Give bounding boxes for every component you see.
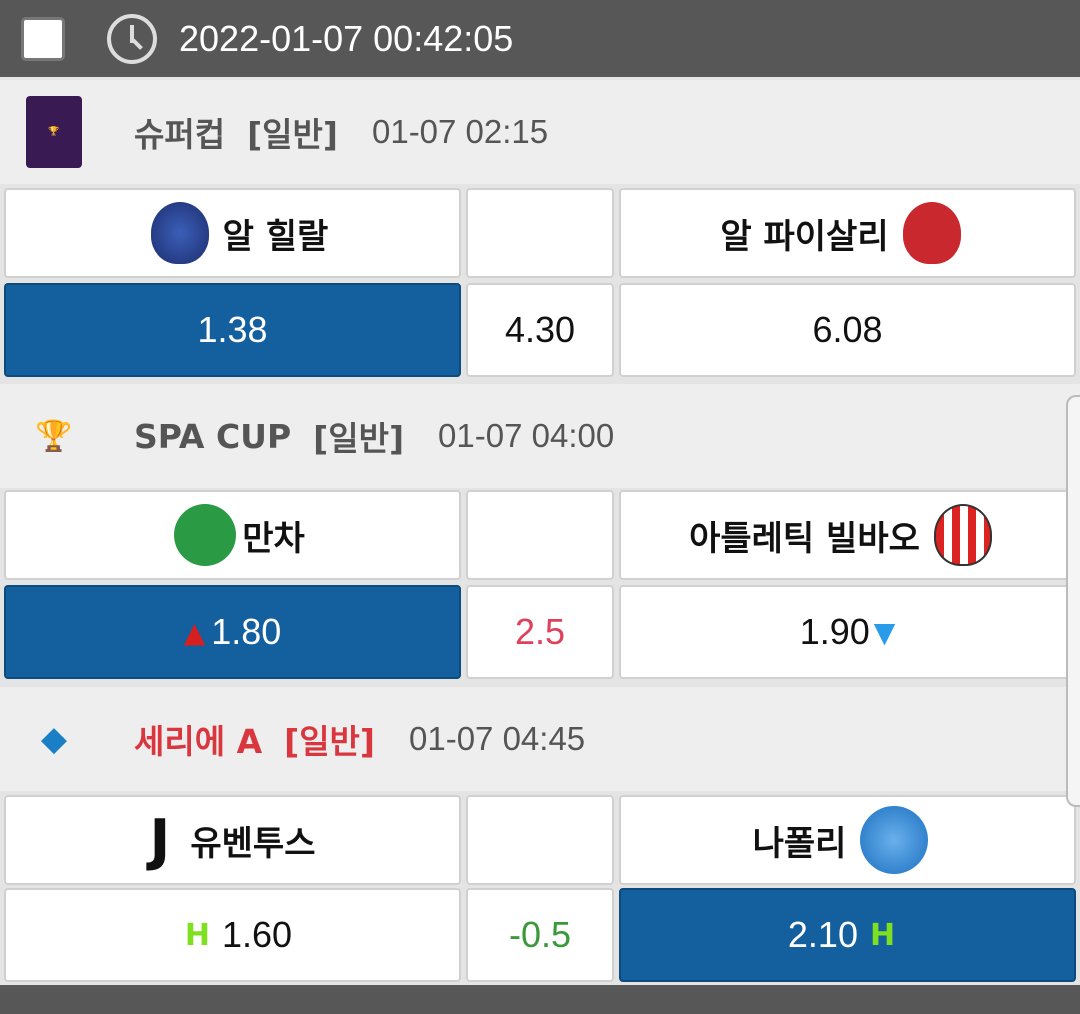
top-bar: 2022-01-07 00:42:05: [0, 0, 1080, 77]
h-marker-icon: H: [869, 917, 896, 953]
al-faisaly-badge: [902, 202, 961, 264]
away-odds-button[interactable]: 1.90 ▼: [619, 585, 1076, 679]
handicap-value[interactable]: 2.5: [466, 585, 614, 679]
napoli-badge: [860, 806, 929, 874]
saudi-supercup-logo: 🏆: [26, 96, 82, 168]
league-header: 🏆 SPA CUP [일반] 01-07 04:00: [0, 384, 1080, 488]
match-time: 01-07 04:00: [438, 417, 615, 454]
away-odds-button[interactable]: 2.10 H: [619, 888, 1076, 982]
handicap-value[interactable]: -0.5: [466, 888, 614, 982]
away-team: 알 파이살리: [619, 188, 1076, 278]
match-time: 01-07 02:15: [371, 113, 549, 150]
arrow-up-icon: ▲: [183, 615, 206, 649]
home-team: 만차: [4, 490, 461, 580]
league-header: ◆ 세리에 A [일반] 01-07 04:45: [0, 687, 1080, 791]
odds-value: 2.10: [787, 914, 858, 955]
odds-value: 1.80: [211, 611, 282, 652]
home-team-name: 유벤투스: [190, 823, 316, 864]
copa-del-rey-logo: 🏆: [35, 418, 73, 454]
away-team-name: 나폴리: [752, 823, 847, 864]
manchego-badge: [174, 504, 237, 566]
bet-type: [일반]: [247, 115, 338, 154]
al-hilal-badge: [150, 202, 209, 264]
mid-header: [466, 188, 614, 278]
away-team: 아틀레틱 빌바오: [619, 490, 1076, 580]
mid-header: [466, 795, 614, 885]
league-name: 슈퍼컵: [134, 115, 226, 154]
away-team-name: 알 파이살리: [720, 216, 889, 257]
odds-value: 6.08: [812, 309, 883, 350]
select-checkbox[interactable]: [21, 16, 65, 61]
bet-type: [일반]: [284, 722, 375, 761]
serie-a-logo: ◆: [40, 719, 68, 759]
home-team: 알 힐랄: [4, 188, 461, 278]
odds-value: 4.30: [504, 309, 576, 350]
league-name: SPA CUP: [134, 416, 292, 456]
home-team-name: 알 힐랄: [222, 216, 329, 257]
odds-value: 2.5: [514, 611, 566, 652]
home-odds-button[interactable]: ▲ 1.80: [4, 585, 461, 679]
athletic-club-badge: [933, 504, 992, 566]
odds-value: 1.60: [222, 914, 293, 955]
league-header: 🏆 슈퍼컵 [일반] 01-07 02:15: [0, 80, 1080, 184]
scrollbar[interactable]: [1066, 395, 1080, 807]
home-odds-button[interactable]: H 1.60: [4, 888, 461, 982]
bet-type: [일반]: [313, 419, 405, 458]
mid-header: [466, 490, 614, 580]
away-team-name: 아틀레틱 빌바오: [689, 518, 920, 559]
away-odds-button[interactable]: 6.08: [619, 283, 1076, 377]
away-team: 나폴리: [619, 795, 1076, 885]
odds-value: -0.5: [508, 914, 572, 955]
home-odds-button[interactable]: 1.38: [4, 283, 461, 377]
draw-odds-button[interactable]: 4.30: [466, 283, 614, 377]
juventus-logo: J: [149, 807, 171, 873]
h-marker-icon: H: [184, 917, 211, 953]
bottom-bar: [0, 985, 1080, 1014]
match-time: 01-07 04:45: [409, 720, 586, 757]
odds-value: 1.90: [799, 611, 870, 652]
current-datetime: 2022-01-07 00:42:05: [179, 17, 514, 59]
clock-icon: [107, 13, 157, 64]
home-team-name: 만차: [242, 518, 305, 559]
arrow-down-icon: ▼: [873, 615, 896, 649]
home-team: J 유벤투스: [4, 795, 461, 885]
odds-value: 1.38: [197, 309, 268, 350]
league-name: 세리에 A: [134, 722, 263, 761]
